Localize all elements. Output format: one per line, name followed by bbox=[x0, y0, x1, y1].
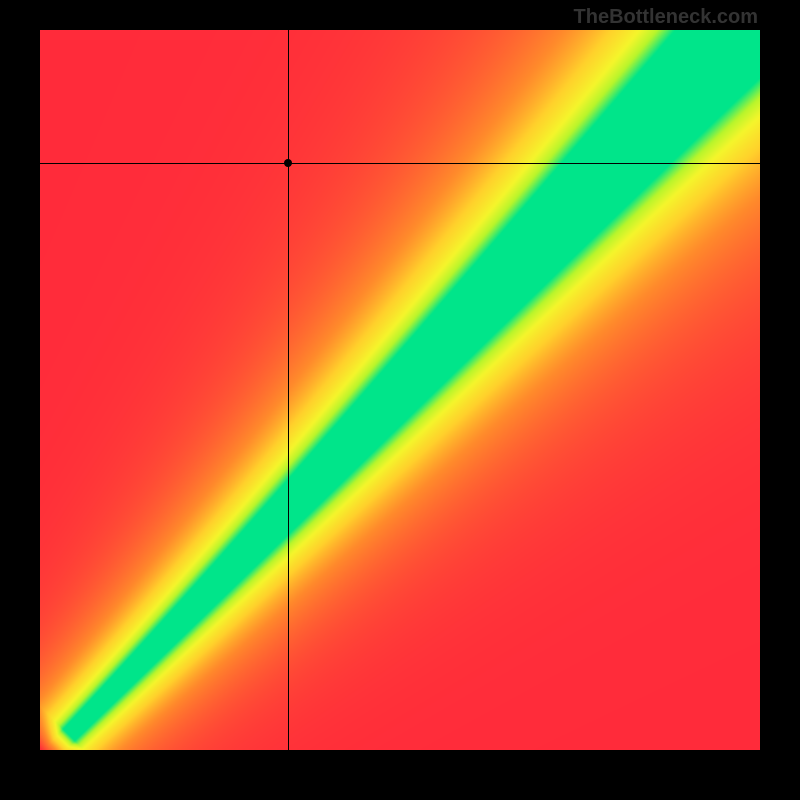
crosshair-marker bbox=[284, 159, 292, 167]
crosshair-horizontal bbox=[40, 163, 760, 164]
crosshair-vertical bbox=[288, 30, 289, 750]
bottleneck-heatmap bbox=[40, 30, 760, 750]
chart-area bbox=[40, 30, 760, 750]
watermark-text: TheBottleneck.com bbox=[574, 6, 758, 29]
